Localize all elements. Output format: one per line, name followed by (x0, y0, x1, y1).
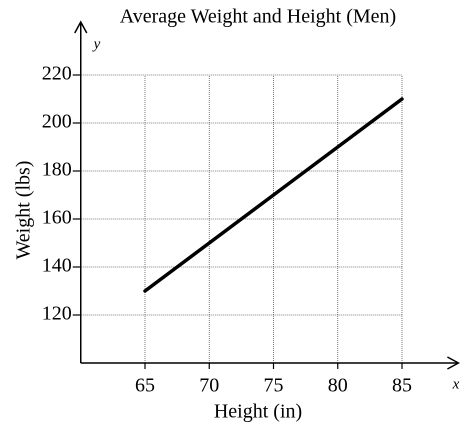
y-axis-arrow (74, 20, 88, 34)
x-tick-label: 65 (135, 375, 155, 397)
x-axis-name: x (452, 376, 460, 392)
y-axis-name: y (92, 36, 101, 52)
x-tick-label: 85 (392, 375, 412, 397)
x-axis-arrow (447, 356, 460, 370)
y-tick-label: 180 (42, 159, 72, 181)
x-tick-label: 70 (199, 375, 219, 397)
data-line (143, 97, 404, 293)
y-tick-label: 200 (42, 111, 72, 133)
chart-title: Average Weight and Height (Men) (120, 6, 396, 28)
y-tick-label: 120 (42, 303, 72, 325)
y-tick-label: 220 (42, 63, 72, 85)
y-axis-label: Weight (lbs) (13, 161, 35, 260)
x-axis-label: Height (in) (214, 401, 302, 423)
y-tick-label: 140 (42, 255, 72, 277)
x-tick-label: 75 (264, 375, 284, 397)
y-tick-label: 160 (42, 207, 72, 229)
x-tick-label: 80 (328, 375, 348, 397)
